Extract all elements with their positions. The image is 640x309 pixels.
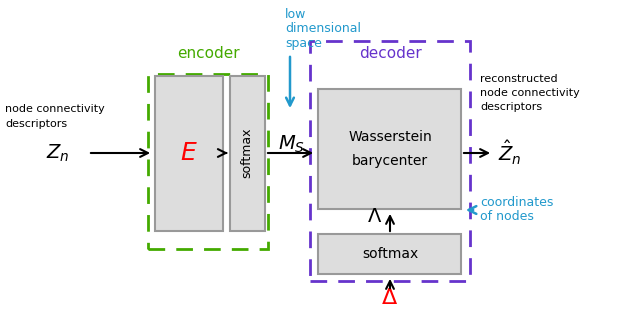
Text: barycenter: barycenter xyxy=(352,154,428,168)
Bar xyxy=(310,41,470,281)
Bar xyxy=(318,234,461,274)
Text: node connectivity: node connectivity xyxy=(5,104,105,114)
Text: $Z_n$: $Z_n$ xyxy=(46,142,70,164)
Text: softmax: softmax xyxy=(362,247,418,261)
Text: $E$: $E$ xyxy=(180,141,198,165)
Text: $\hat{Z}_n$: $\hat{Z}_n$ xyxy=(498,139,522,167)
Bar xyxy=(148,74,268,249)
Text: node connectivity: node connectivity xyxy=(480,88,580,98)
Text: of nodes: of nodes xyxy=(480,210,534,223)
Text: dimensional: dimensional xyxy=(285,23,361,36)
Text: Wasserstein: Wasserstein xyxy=(348,130,432,144)
Text: $\Delta$: $\Delta$ xyxy=(381,288,399,308)
Text: descriptors: descriptors xyxy=(480,102,542,112)
Text: softmax: softmax xyxy=(241,128,253,178)
Bar xyxy=(230,76,265,231)
Text: coordinates: coordinates xyxy=(480,197,554,210)
Text: $M_S$: $M_S$ xyxy=(278,133,305,154)
Text: encoder: encoder xyxy=(177,46,239,61)
Text: decoder: decoder xyxy=(358,46,421,61)
Text: $\Lambda$: $\Lambda$ xyxy=(367,208,383,226)
Text: reconstructed: reconstructed xyxy=(480,74,557,84)
Text: low: low xyxy=(285,7,307,20)
Bar xyxy=(155,76,223,231)
Bar xyxy=(318,89,461,209)
Text: descriptors: descriptors xyxy=(5,119,67,129)
Text: space: space xyxy=(285,37,322,50)
